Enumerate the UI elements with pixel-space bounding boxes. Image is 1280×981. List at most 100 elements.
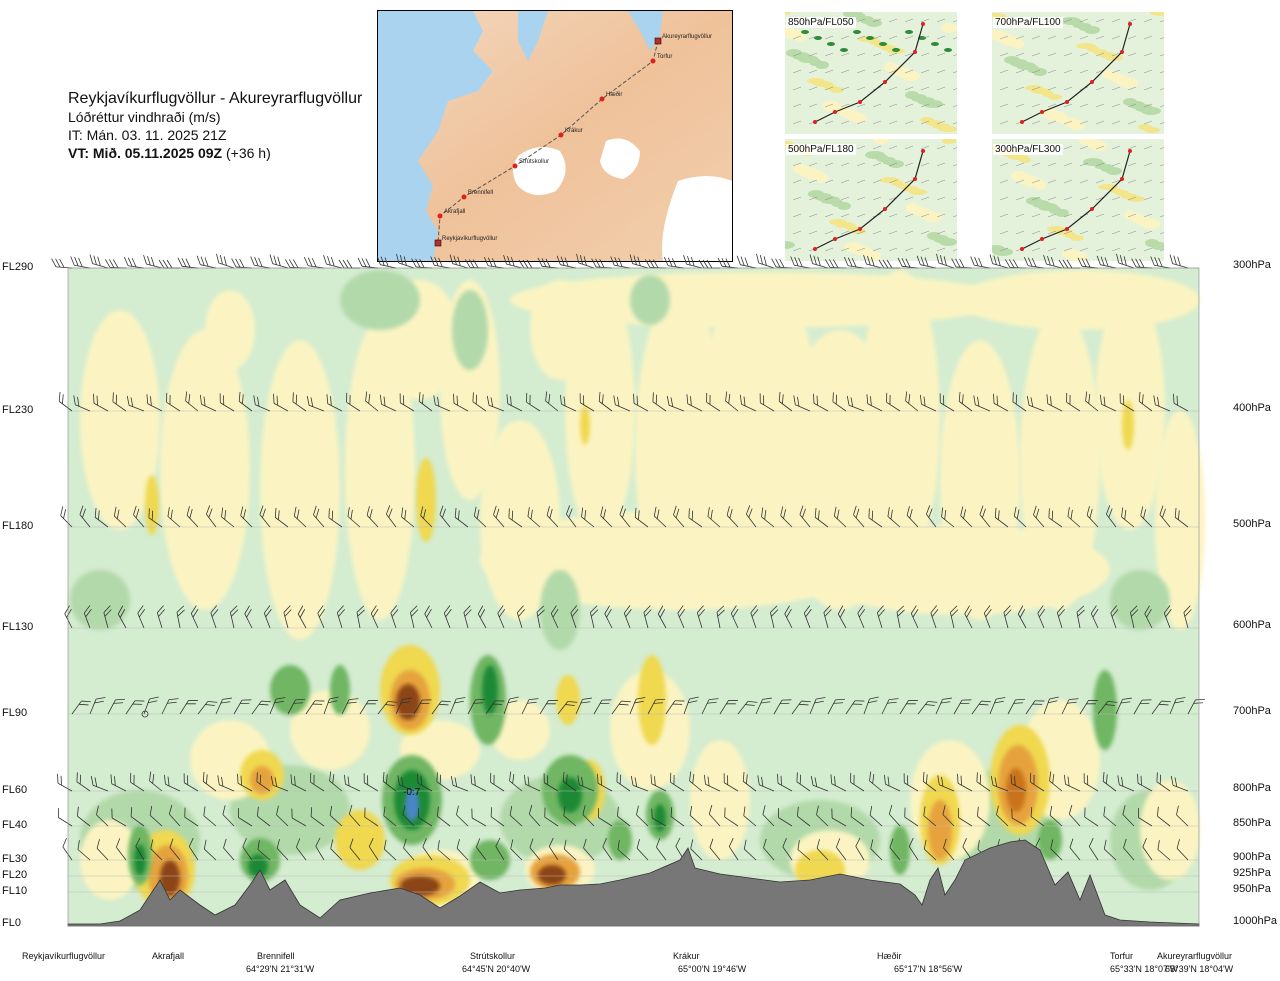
waypoint-label: Torfur xyxy=(657,54,672,60)
wind-barb xyxy=(923,839,937,861)
wind-barb xyxy=(437,840,451,861)
mini-map-waypoint xyxy=(913,50,917,54)
wind-barb xyxy=(263,605,272,629)
mini-map-barb xyxy=(792,213,802,218)
wind-barb xyxy=(205,505,217,528)
waypoint-marker[interactable] xyxy=(512,163,518,169)
wind-barb xyxy=(870,839,883,861)
mini-map-barb xyxy=(920,103,930,108)
mini-map-barb xyxy=(1159,88,1164,91)
pressure-level-label: 800hPa xyxy=(1233,782,1271,794)
mini-map-barb xyxy=(1015,213,1025,218)
mini-map-barb xyxy=(999,196,1009,201)
wind-barb xyxy=(869,771,883,792)
mini-map-barb xyxy=(808,230,818,235)
wind-barb xyxy=(158,259,180,269)
wind-barb xyxy=(577,775,595,792)
mini-map-barb xyxy=(920,69,930,74)
waypoint-marker[interactable] xyxy=(437,213,443,219)
mini-map-500-label: 500hPa/FL180 xyxy=(786,144,856,155)
mini-map-700[interactable]: 700hPa/FL100 xyxy=(992,12,1164,134)
mini-map-barb xyxy=(936,162,946,167)
mini-map-barb xyxy=(1127,120,1137,125)
wind-barb xyxy=(1058,259,1080,269)
mini-map-300[interactable]: 300hPa/FL300 xyxy=(992,139,1164,261)
wind-barb xyxy=(1026,395,1045,412)
mini-map-barb xyxy=(936,86,946,91)
wind-barb xyxy=(490,772,505,792)
mini-map-850[interactable]: 850hPa/FL050 xyxy=(785,12,957,134)
wind-barb xyxy=(486,395,505,412)
mini-map-barb xyxy=(1079,103,1089,108)
downward-moderate-region xyxy=(890,825,910,875)
wind-barb xyxy=(76,772,91,792)
wind-barb xyxy=(673,505,685,528)
waypoint-marker[interactable] xyxy=(558,132,564,138)
wind-barb xyxy=(293,506,307,528)
wind-barb xyxy=(413,699,432,715)
value-annotation: -0.7 xyxy=(403,787,421,798)
airport-marker[interactable] xyxy=(434,239,442,247)
mini-map-500[interactable]: 500hPa/FL180 xyxy=(785,139,957,261)
wind-barb xyxy=(896,605,905,629)
wind-barb xyxy=(183,773,199,792)
wind-barb xyxy=(773,699,792,715)
wind-barb xyxy=(135,837,145,861)
wind-barb xyxy=(456,839,469,861)
wind-barb xyxy=(996,805,1009,827)
mini-map-barb xyxy=(1127,18,1137,23)
wind-barb xyxy=(677,605,686,629)
mini-map-barb xyxy=(792,230,802,235)
mini-map-barb xyxy=(872,145,882,150)
wind-barb xyxy=(256,806,271,827)
wind-barb xyxy=(930,605,939,629)
mini-map-barb xyxy=(1111,52,1121,57)
wind-barb xyxy=(796,806,811,827)
wind-barb xyxy=(950,605,959,629)
mini-map-barb xyxy=(1111,86,1121,91)
airport-marker[interactable] xyxy=(654,37,662,45)
waypoint-marker[interactable] xyxy=(650,58,656,64)
wind-barb xyxy=(493,505,505,528)
mini-map-barb xyxy=(888,213,898,218)
wind-barb xyxy=(523,774,541,792)
wind-barb xyxy=(837,605,847,629)
wind-barb xyxy=(348,804,361,827)
wind-barb xyxy=(537,257,559,269)
wind-barb xyxy=(696,605,705,629)
wind-barb xyxy=(869,805,883,827)
wind-barb xyxy=(881,698,899,715)
wind-barb xyxy=(1046,394,1063,412)
mini-map-barb xyxy=(1031,86,1041,91)
upward-strong-region xyxy=(928,800,952,860)
wind-barb xyxy=(503,255,523,269)
downward-weak-region xyxy=(540,570,580,650)
upward-very-strong-region xyxy=(160,860,180,896)
wind-barb xyxy=(276,839,289,861)
valid-time: VT: Mið. 05.11.2025 09Z (+36 h) xyxy=(68,144,362,162)
mini-map-barb xyxy=(936,145,946,150)
mini-map-barb xyxy=(824,35,834,40)
mini-map-barb xyxy=(1143,69,1153,74)
wind-barb xyxy=(176,605,185,629)
flight-level-label: FL30 xyxy=(2,853,28,865)
wind-barb xyxy=(743,839,757,861)
waypoint-marker[interactable] xyxy=(461,194,467,200)
wind-barb xyxy=(745,505,757,528)
wind-barb xyxy=(1122,805,1135,827)
waypoint-marker[interactable] xyxy=(599,96,605,102)
route-map[interactable]: Akureyrarflugvöllur Torfur Hæðir Krákur Strú… xyxy=(377,10,733,262)
wind-barb xyxy=(521,698,539,715)
wind-barb xyxy=(89,254,109,269)
mini-map-barb xyxy=(1159,37,1164,40)
wind-barb xyxy=(590,605,599,629)
wind-barb xyxy=(130,772,145,792)
wind-barb xyxy=(60,506,73,528)
mini-map-barb xyxy=(872,52,882,57)
wind-barb xyxy=(803,605,812,629)
wind-barb xyxy=(217,775,235,792)
wind-barb xyxy=(1050,839,1063,861)
wind-barb xyxy=(93,393,109,412)
mini-map-700-canvas xyxy=(992,12,1164,134)
wind-barb xyxy=(343,774,361,792)
